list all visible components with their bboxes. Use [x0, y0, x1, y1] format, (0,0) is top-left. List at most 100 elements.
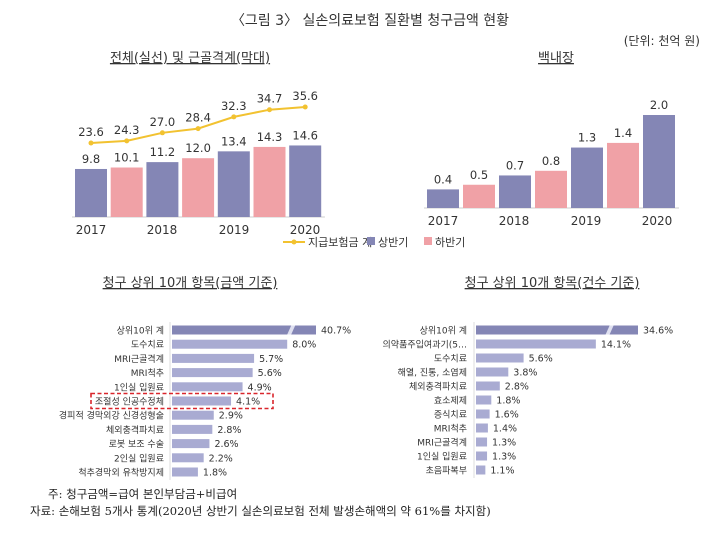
category-label: 척추경막외 유착방지제 [78, 467, 164, 479]
bar [253, 146, 286, 217]
bar-value-label: 1.8% [496, 396, 520, 407]
category-label: 효소제제 [434, 396, 467, 407]
bar-value-label: 11.2 [150, 145, 176, 159]
category-label: 경피적 경막외강 신경성형술 [59, 410, 164, 422]
bar-value-label: 4.1% [236, 397, 260, 408]
category-label: 2인실 입원료 [114, 452, 164, 464]
highlight-box [90, 392, 274, 410]
category-label: 체외충격파치료 [409, 381, 467, 393]
bar-value-label: 1.8% [203, 468, 227, 479]
legend-second-half-label: 하반기 [435, 235, 465, 249]
line-value-label: 24.3 [114, 123, 140, 137]
bar [172, 424, 213, 434]
legend-first-half-label: 상반기 [378, 236, 408, 249]
bar-value-label: 3.8% [513, 368, 537, 379]
bar-value-label: 1.4 [614, 126, 632, 140]
bar [476, 367, 509, 377]
bar-value-label: 0.5 [470, 168, 488, 182]
bar [172, 353, 255, 363]
bar [289, 145, 322, 217]
bar [476, 451, 488, 461]
bar [476, 381, 500, 391]
line-value-label: 32.3 [221, 99, 247, 113]
bar [172, 453, 204, 463]
bar-value-label: 14.3 [257, 130, 283, 144]
bar [110, 167, 143, 217]
category-label: MRI근골격계 [114, 353, 164, 365]
bar-value-label: 1.3% [492, 452, 516, 463]
bar [476, 353, 524, 363]
category-label: 로봇 보조 수술 [109, 439, 164, 450]
figure-title: 〈그림 3〉 실손의료보험 질환별 청구금액 현황 [231, 13, 509, 29]
bar-value-label: 2.8% [217, 425, 241, 436]
bar-value-label: 5.7% [259, 354, 283, 365]
bar [476, 409, 490, 419]
line-value-label: 34.7 [257, 92, 283, 106]
bar-value-label: 14.6 [292, 128, 318, 142]
bar [476, 325, 638, 335]
x-tick-label: 2020 [290, 223, 321, 237]
chart1-title: 전체(실선) 및 근골격계(막대) [110, 51, 270, 66]
bar-value-label: 0.8 [542, 154, 560, 168]
line-point [159, 130, 165, 136]
bar [463, 184, 495, 208]
axis-break-icon [287, 325, 296, 335]
category-label: 1인실 입원료 [417, 451, 467, 463]
bar-value-label: 1.1% [490, 466, 514, 477]
chart3-title: 청구 상위 10개 항목(금액 기준) [103, 276, 278, 291]
bar [535, 170, 567, 208]
category-label: MRI척추 [434, 424, 467, 435]
x-tick-label: 2017 [76, 223, 107, 237]
line-point [195, 126, 201, 132]
line-point [124, 138, 130, 144]
bar-value-label: 8.0% [292, 340, 316, 351]
bar-value-label: 2.6% [214, 439, 238, 450]
bar [172, 368, 253, 378]
line-point [302, 104, 308, 110]
footnote: 주: 청구금액=급여 본인부담금+비급여 [48, 487, 238, 501]
line-point [267, 107, 272, 113]
legend-first-half-swatch [367, 237, 375, 245]
x-tick-label: 2018 [499, 214, 530, 228]
category-label: 증식치료 [434, 409, 467, 421]
line-value-label: 35.6 [292, 89, 318, 103]
category-label: 체외충격파치료 [106, 424, 164, 436]
bar-value-label: 5.6% [529, 354, 553, 365]
category-label: 조절성 인공수정체 [95, 396, 164, 408]
category-label: MRI근골격계 [417, 437, 467, 449]
bar [476, 437, 488, 447]
bar [172, 439, 210, 449]
bar-value-label: 2.8% [505, 382, 529, 393]
bar [643, 115, 675, 208]
bar [172, 339, 288, 349]
bar-value-label: 40.7% [321, 326, 351, 337]
bar-value-label: 34.6% [643, 326, 673, 337]
bar [172, 467, 198, 477]
x-tick-label: 2018 [147, 223, 178, 237]
line-value-label: 28.4 [185, 111, 211, 125]
bar [146, 162, 179, 217]
bar-value-label: 1.3% [492, 438, 516, 449]
unit-label: (단위: 천억 원) [624, 33, 700, 48]
category-label: 초음파복부 [426, 466, 467, 477]
bar-value-label: 2.0 [650, 98, 668, 112]
chart4-title: 청구 상위 10개 항목(건수 기준) [465, 276, 640, 291]
bar [172, 410, 214, 420]
bar [427, 189, 459, 208]
bar-value-label: 12.0 [185, 141, 211, 155]
bar-value-label: 13.4 [221, 134, 247, 148]
bar-value-label: 9.8 [82, 152, 100, 166]
category-label: 해열, 진통, 소염제 [398, 368, 467, 379]
bar-value-label: 1.4% [493, 424, 517, 435]
x-tick-label: 2019 [571, 214, 602, 228]
bar [172, 382, 243, 392]
category-label: 도수치료 [434, 353, 467, 365]
bar-value-label: 5.6% [258, 368, 282, 379]
line-point [231, 114, 237, 120]
bar [182, 158, 215, 217]
category-label: 상위10위 계 [420, 325, 467, 337]
x-tick-label: 2019 [219, 223, 250, 237]
category-label: 의약품주입여과기(5… [383, 339, 467, 351]
line-value-label: 27.0 [150, 115, 176, 129]
